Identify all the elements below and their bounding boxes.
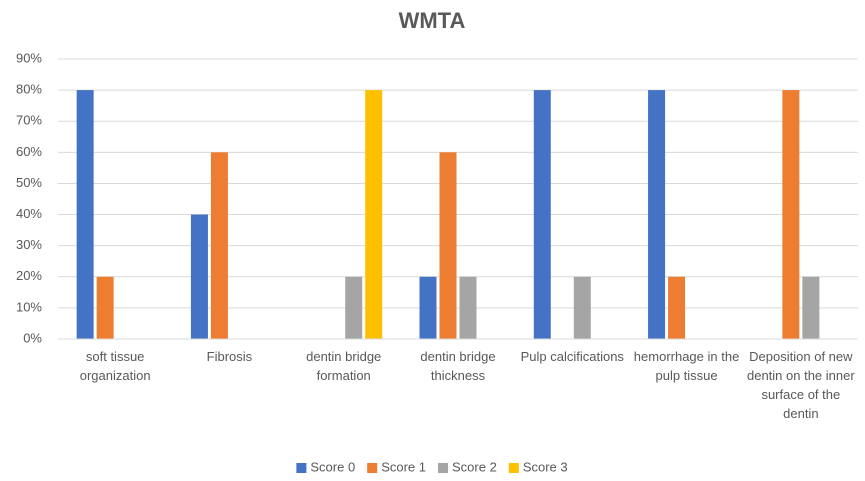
x-tick-label: Deposition of new dentin on the inner su… — [746, 349, 855, 421]
y-tick-label: 90% — [16, 50, 42, 65]
bar — [459, 276, 477, 339]
x-tick-label-box: Deposition of new dentin on the inner su… — [746, 349, 855, 421]
y-tick-label: 50% — [16, 175, 42, 190]
legend-swatch — [296, 463, 307, 473]
y-tick-label: 10% — [16, 299, 42, 314]
x-tick-label-box: hemorrhage in the pulp tissue — [633, 349, 740, 383]
bar — [190, 214, 208, 339]
y-tick-label: 20% — [16, 268, 42, 283]
x-tick-label: soft tissue organization — [79, 349, 151, 383]
chart-title: WMTA — [399, 8, 466, 33]
bar — [419, 276, 437, 339]
legend-label: Score 2 — [452, 459, 497, 474]
bar — [439, 152, 457, 339]
legend-label: Score 0 — [310, 459, 355, 474]
y-tick-label: 0% — [23, 330, 42, 345]
bar — [648, 90, 666, 339]
x-tick-label-box: soft tissue organization — [79, 349, 151, 383]
bar — [802, 276, 820, 339]
x-tick-label-box: dentin bridge formation — [306, 349, 382, 383]
y-tick-label: 40% — [16, 206, 42, 221]
legend-label: Score 3 — [523, 459, 568, 474]
y-tick-label: 70% — [16, 113, 42, 128]
x-tick-label: dentin bridge formation — [306, 349, 382, 383]
bar — [782, 90, 800, 339]
legend-swatch — [508, 463, 519, 473]
bar — [668, 276, 686, 339]
y-tick-label: 30% — [16, 237, 42, 252]
legend-swatch — [438, 463, 448, 473]
legend-swatch — [367, 463, 378, 473]
bar — [210, 152, 228, 339]
legend-label: Score 1 — [381, 459, 426, 474]
bar — [345, 276, 363, 339]
bar — [573, 276, 591, 339]
bar — [365, 90, 383, 339]
x-tick-label-box: Pulp calcifications — [520, 349, 624, 364]
y-tick-label: 60% — [16, 144, 42, 159]
bar — [533, 90, 551, 339]
x-tick-label: Fibrosis — [206, 349, 253, 364]
x-tick-label: hemorrhage in the pulp tissue — [633, 349, 740, 383]
x-tick-label: dentin bridge thickness — [420, 349, 496, 383]
x-tick-label: Pulp calcifications — [520, 349, 624, 364]
y-tick-label: 80% — [16, 82, 42, 97]
bar — [96, 276, 114, 339]
bar — [76, 90, 94, 339]
x-tick-label-box: dentin bridge thickness — [420, 349, 496, 383]
x-tick-label-box: Fibrosis — [206, 349, 253, 364]
